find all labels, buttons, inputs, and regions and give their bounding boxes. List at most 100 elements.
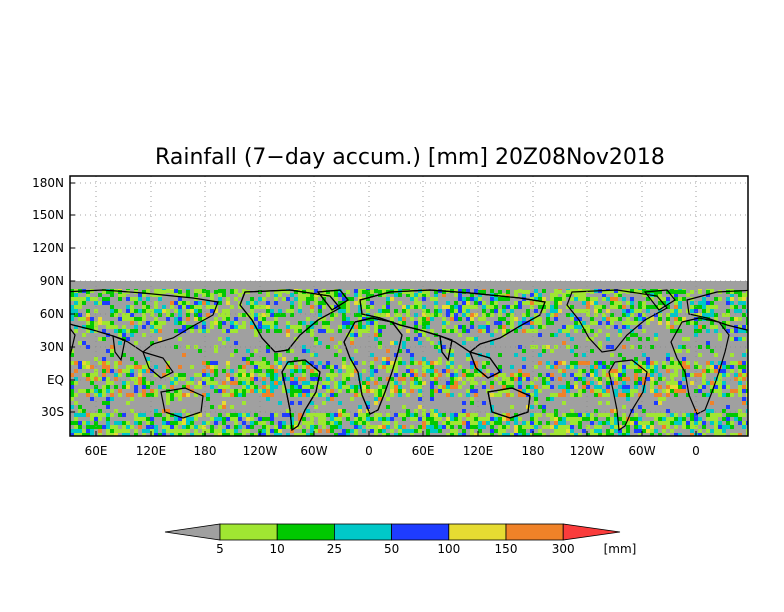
- rain-cell: [302, 373, 306, 377]
- rain-cell: [378, 385, 382, 389]
- rain-cell: [442, 425, 446, 429]
- rain-cell: [682, 425, 686, 429]
- rain-cell: [590, 421, 594, 425]
- rain-cell: [90, 389, 94, 393]
- rain-cell: [186, 345, 190, 349]
- rain-cell: [102, 321, 106, 325]
- rain-cell: [518, 321, 522, 325]
- rain-cell: [210, 293, 214, 297]
- rain-cell: [254, 389, 258, 393]
- rain-cell: [354, 325, 358, 329]
- rain-cell: [470, 297, 474, 301]
- rain-cell: [198, 317, 202, 321]
- rain-cell: [678, 309, 682, 313]
- rain-cell: [274, 381, 278, 385]
- rain-cell: [226, 425, 230, 429]
- rain-cell: [138, 369, 142, 373]
- rain-cell: [206, 377, 210, 381]
- rain-cell: [434, 313, 438, 317]
- rain-cell: [542, 325, 546, 329]
- rain-cell: [182, 433, 186, 436]
- rain-cell: [478, 293, 482, 297]
- rain-cell: [706, 361, 710, 365]
- rain-cell: [618, 393, 622, 397]
- rain-cell: [86, 361, 90, 365]
- rain-cell: [358, 329, 362, 333]
- rain-cell: [134, 421, 138, 425]
- rain-cell: [258, 373, 262, 377]
- rain-cell: [70, 313, 74, 317]
- rain-cell: [254, 317, 258, 321]
- rain-cell: [418, 429, 422, 433]
- rain-cell: [638, 381, 642, 385]
- rain-cell: [594, 321, 598, 325]
- rain-cell: [418, 417, 422, 421]
- rain-cell: [742, 337, 746, 341]
- rain-cell: [210, 361, 214, 365]
- rain-cell: [470, 365, 474, 369]
- rain-cell: [266, 373, 270, 377]
- rain-cell: [234, 290, 238, 294]
- rain-cell: [422, 421, 426, 425]
- rain-cell: [662, 361, 666, 365]
- rain-cell: [382, 293, 386, 297]
- rain-cell: [430, 341, 434, 345]
- rain-cell: [690, 290, 694, 294]
- rain-cell: [446, 309, 450, 313]
- rain-cell: [346, 305, 350, 309]
- rain-cell: [718, 433, 722, 436]
- rain-cell: [546, 413, 550, 417]
- rain-cell: [114, 329, 118, 333]
- rain-cell: [410, 425, 414, 429]
- rain-cell: [126, 313, 130, 317]
- rain-cell: [78, 313, 82, 317]
- rain-cell: [74, 381, 78, 385]
- rain-cell: [194, 417, 198, 421]
- coastline: [70, 327, 76, 358]
- colorbar-swatch: [276, 523, 335, 541]
- rain-cell: [322, 321, 326, 325]
- rain-cell: [346, 389, 350, 393]
- rain-cell: [134, 297, 138, 301]
- rain-cell: [354, 389, 358, 393]
- rain-cell: [170, 425, 174, 429]
- lon-label: 180: [522, 444, 545, 458]
- rain-cell: [218, 325, 222, 329]
- rain-cell: [558, 429, 562, 433]
- rain-cell: [230, 369, 234, 373]
- rain-cell: [714, 381, 718, 385]
- rain-cell: [570, 313, 574, 317]
- rain-cell: [474, 305, 478, 309]
- rain-cell: [562, 389, 566, 393]
- rain-cell: [218, 413, 222, 417]
- rain-cell: [702, 369, 706, 373]
- rain-cell: [134, 433, 138, 436]
- rain-cell: [710, 321, 714, 325]
- rain-cell: [402, 389, 406, 393]
- rain-cell: [414, 409, 418, 413]
- rain-cell: [710, 369, 714, 373]
- rain-cell: [138, 413, 142, 417]
- rain-cell: [222, 321, 226, 325]
- rain-cell: [514, 421, 518, 425]
- rain-cell: [714, 385, 718, 389]
- rain-cell: [170, 393, 174, 397]
- rain-cell: [562, 401, 566, 405]
- rain-cell: [106, 325, 110, 329]
- rain-cell: [718, 377, 722, 381]
- rain-cell: [682, 421, 686, 425]
- rain-cell: [114, 325, 118, 329]
- rain-cell: [542, 433, 546, 436]
- rain-cell: [106, 321, 110, 325]
- rain-cell: [102, 357, 106, 361]
- rain-cell: [530, 393, 534, 397]
- rain-cell: [726, 413, 730, 417]
- rain-cell: [150, 329, 154, 333]
- rain-cell: [242, 365, 246, 369]
- rain-cell: [338, 401, 342, 405]
- rain-cell: [374, 329, 378, 333]
- rain-cell: [182, 417, 186, 421]
- rain-cell: [674, 313, 678, 317]
- rain-cell: [550, 321, 554, 325]
- rain-cell: [226, 313, 230, 317]
